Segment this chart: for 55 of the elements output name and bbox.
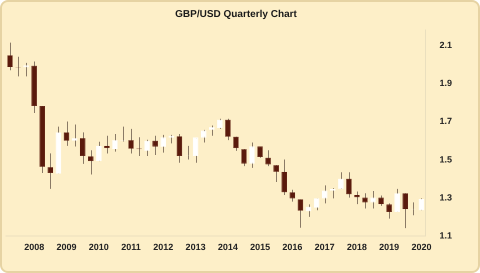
chart-title: GBP/USD Quarterly Chart: [175, 8, 298, 20]
x-tick-label: 2012: [153, 242, 174, 252]
candlestick: [282, 158, 288, 196]
x-tick-label: 2016: [282, 242, 302, 252]
candlestick: [233, 136, 239, 152]
y-tick-label: 1.7: [439, 116, 452, 126]
candlestick: [338, 172, 344, 190]
candlestick: [322, 184, 328, 204]
candlestick: [48, 152, 54, 190]
candlestick: [249, 142, 255, 168]
y-tick-label: 1.1: [439, 230, 452, 241]
x-tick-label: 2015: [250, 242, 270, 252]
candlestick: [152, 135, 158, 156]
candlestick: [362, 192, 368, 210]
candlestick: [370, 190, 376, 210]
candlestick: [346, 172, 352, 198]
candlestick: [7, 42, 13, 71]
x-tick-label: 2009: [56, 242, 77, 252]
candlestick: [265, 150, 271, 167]
candlestick: [88, 150, 94, 176]
y-tick-label: 1.3: [439, 192, 452, 202]
candlestick: [128, 128, 134, 154]
x-tick-label: 2019: [379, 242, 400, 252]
x-tick-label: 2018: [346, 242, 367, 252]
x-tick-label: 2008: [24, 242, 44, 252]
candlestick: [290, 189, 296, 202]
candlestick: [274, 164, 279, 182]
candlestick: [298, 198, 304, 228]
candlestick: [386, 202, 392, 220]
candlestick: [104, 135, 110, 154]
candlestick: [144, 139, 150, 157]
candlestick: [208, 124, 214, 136]
candlestick: [402, 192, 408, 229]
candlestick: [225, 118, 231, 141]
candlestick: [72, 124, 78, 147]
candlestick: [23, 62, 29, 77]
candlestick: [96, 141, 102, 162]
candlestick: [80, 132, 86, 164]
candlestick: [330, 188, 336, 199]
y-tick-label: 1.5: [439, 154, 452, 164]
x-tick-label: 2010: [88, 242, 109, 252]
candlestick: [378, 195, 384, 206]
candlestick: [64, 120, 70, 146]
x-tick-label: 2013: [186, 242, 206, 252]
x-tick-label: 2020: [411, 242, 432, 252]
y-tick-label: 2.1: [439, 40, 452, 50]
candlestick: [160, 134, 166, 154]
y-tick-label: 1.9: [439, 78, 452, 88]
x-tick-label: 2014: [218, 242, 238, 252]
x-tick-label: 2017: [314, 242, 335, 252]
candlestick: [176, 134, 182, 164]
x-tick-label: 2011: [121, 242, 141, 252]
candlestick: [192, 136, 198, 164]
candlestick: [241, 148, 247, 167]
candlestick: [394, 188, 400, 212]
